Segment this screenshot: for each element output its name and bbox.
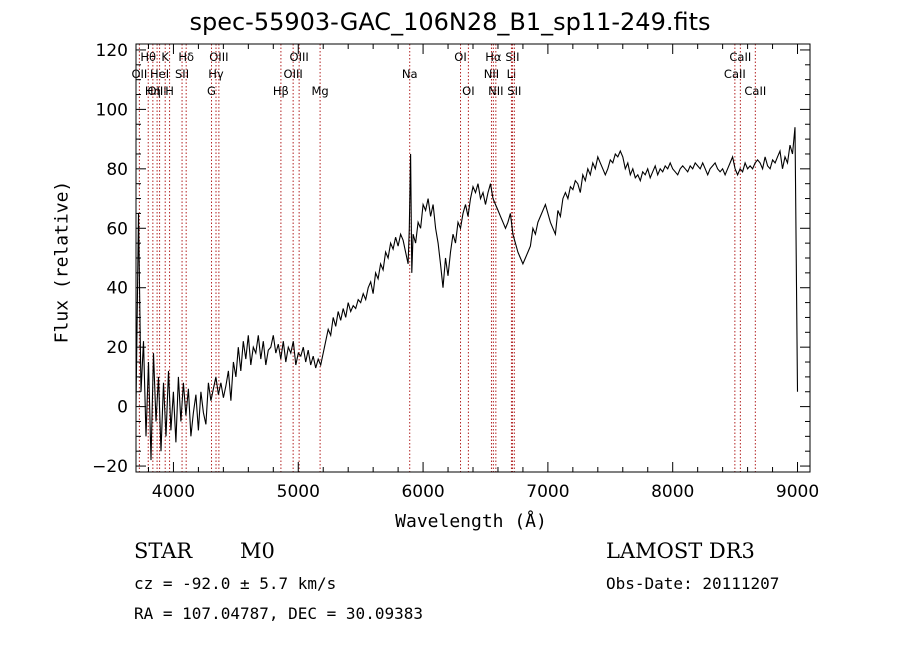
line-marker-label-7: H [165, 84, 174, 98]
line-marker-label-17: OI [454, 50, 466, 64]
line-marker-label-9: OIII [209, 50, 228, 64]
line-marker-label-20: SII [505, 50, 519, 64]
observation-date: Obs-Date: 20111207 [606, 574, 780, 593]
sky-coordinates: RA = 107.04787, DEC = 30.09383 [134, 604, 423, 623]
y-tick-label-3: 40 [106, 279, 128, 299]
line-marker-label-25: CaII [729, 50, 751, 64]
x-tick-label-3: 7000 [526, 482, 569, 502]
line-marker-label-12: OIII [290, 50, 309, 64]
line-marker-label-22: Li [507, 67, 517, 81]
line-marker-label-3: K [161, 50, 169, 64]
line-marker-label-2: Hθ [140, 50, 156, 64]
line-marker-label-26: CaII [724, 67, 746, 81]
plot-frame [135, 43, 811, 473]
y-tick-label-7: 120 [96, 41, 128, 61]
line-marker-label-27: CaII [744, 84, 766, 98]
object-class: STAR [134, 539, 193, 563]
line-marker-label-18: OI [462, 84, 474, 98]
chart-title: spec-55903-GAC_106N28_B1_sp11-249.fits [189, 8, 711, 36]
y-tick-label-4: 60 [106, 219, 128, 239]
line-marker-label-8: Hδ [178, 50, 194, 64]
line-marker-label-13: OIII [284, 67, 303, 81]
line-marker-label-11: G [207, 84, 216, 98]
line-marker-label-19: Hα [485, 50, 502, 64]
line-marker-label-0: OII [131, 67, 147, 81]
x-tick-label-5: 9000 [776, 482, 819, 502]
line-marker-label-5: Hη [145, 84, 161, 98]
x-tick-label-0: 4000 [152, 482, 195, 502]
y-axis-label: Flux (relative) [51, 180, 73, 344]
line-marker-label-23: NII [488, 84, 503, 98]
x-axis-label: Wavelength (Å) [395, 511, 547, 532]
line-marker-label-16: Na [402, 67, 418, 81]
line-marker-label-24: SII [507, 84, 521, 98]
line-marker-label-1: OIII [147, 84, 166, 98]
line-marker-label-15: Mg [311, 84, 328, 98]
x-tick-label-2: 6000 [401, 482, 444, 502]
object-subclass: M0 [240, 539, 275, 563]
line-marker-label-10: Hγ [208, 67, 224, 81]
redshift-velocity: cz = -92.0 ± 5.7 km/s [134, 574, 337, 593]
x-tick-label-4: 8000 [651, 482, 694, 502]
line-marker-label-4: HeI [150, 67, 169, 81]
line-marker-label-14: Hβ [273, 84, 289, 98]
line-marker-label-6: SII [175, 67, 189, 81]
y-tick-label-5: 80 [106, 160, 128, 180]
y-tick-label-2: 20 [106, 338, 128, 358]
y-tick-label-0: −20 [92, 457, 128, 477]
y-tick-label-6: 100 [96, 100, 128, 120]
survey-name: LAMOST DR3 [606, 539, 755, 563]
y-tick-label-1: 0 [117, 398, 128, 418]
line-marker-label-21: NII [484, 67, 499, 81]
x-tick-label-1: 5000 [277, 482, 320, 502]
spectrum-line [135, 127, 799, 461]
